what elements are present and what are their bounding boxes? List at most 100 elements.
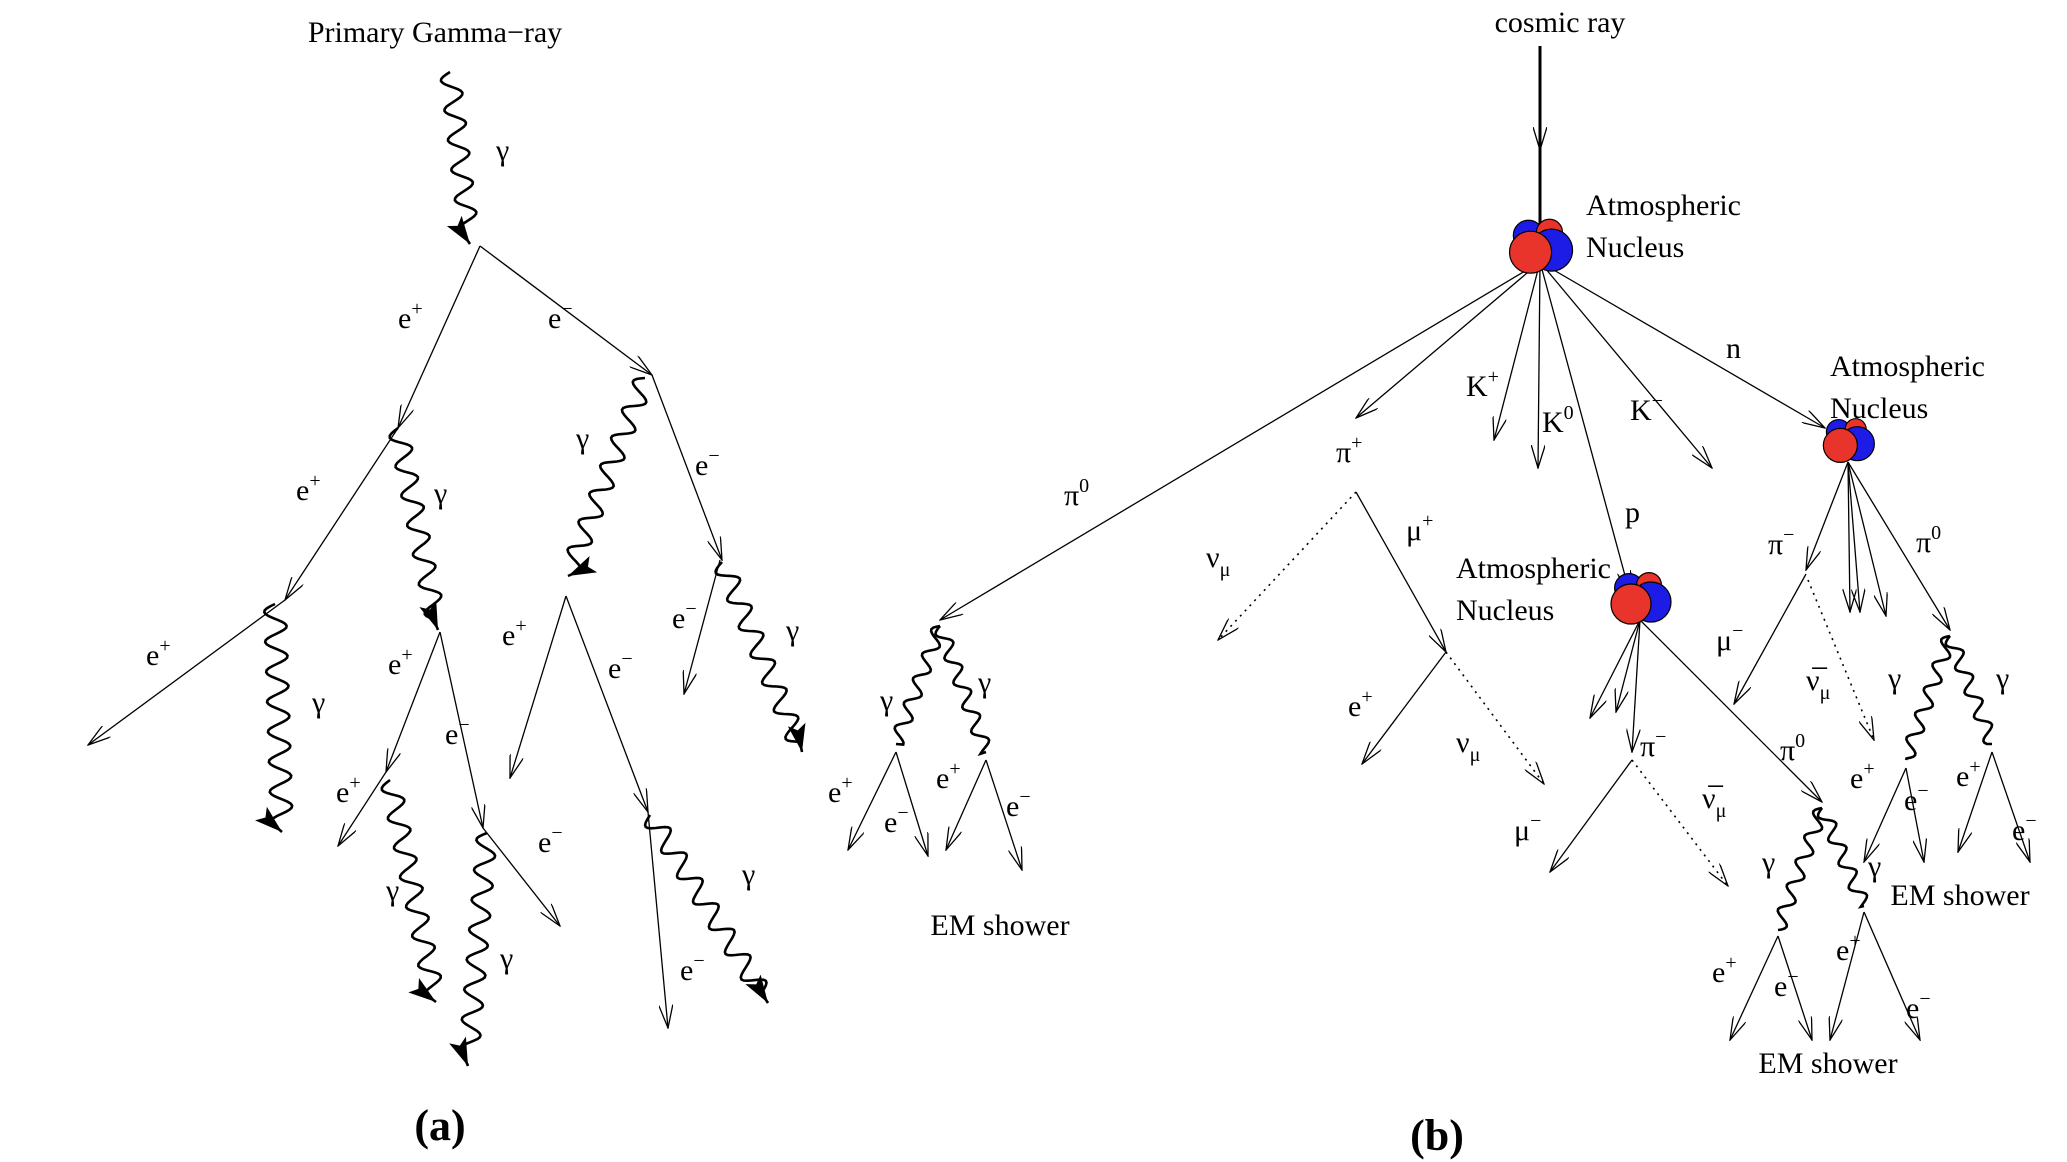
label-pi-minus-2: π− [1640, 726, 1666, 763]
panel-b-cosmic-ray-shower: cosmic ray (b) π0 π+ K+ K0 K− n p νμ μ+ e+ νμ γ γ e+ e… [828, 6, 2037, 1160]
track-e-minus-b2 [985, 759, 1022, 870]
nucleus-label-1: Atmospheric Nucleus [1586, 189, 1741, 264]
label-e-plus-b4: e+ [1836, 930, 1861, 967]
label-gamma-a4: γ [499, 942, 513, 975]
track-k-minus [1539, 261, 1712, 468]
label-e-minus-9: e− [680, 950, 705, 987]
track-e-plus-b1 [848, 751, 897, 850]
track-e-minus-b6 [1991, 751, 2030, 862]
photon-track-a7 [643, 814, 770, 1004]
label-neutron: n [1726, 332, 1741, 365]
track-e-plus-mu [1362, 651, 1447, 764]
label-gamma-b6: γ [1995, 662, 2009, 695]
panel-b-caption: (b) [1410, 1111, 1464, 1160]
label-e-plus-5: e+ [336, 772, 361, 809]
track-nu-mu-1 [1218, 491, 1357, 640]
label-e-minus-5: e− [538, 822, 563, 859]
track-e-plus-b5 [1864, 767, 1907, 862]
track-fragment-4 [1847, 461, 1860, 612]
track-e-plus-b3 [1730, 935, 1779, 1040]
primary-gamma-track [439, 70, 478, 245]
panel-b-photon-tracks [893, 624, 1994, 932]
photon-track-b1 [893, 624, 942, 746]
label-e-plus-2: e+ [296, 470, 321, 507]
label-e-plus-mu: e+ [1348, 686, 1373, 723]
atmospheric-nucleus-1 [1508, 218, 1574, 274]
nucleus-label-2: Atmospheric Nucleus [1456, 552, 1611, 627]
track-pi-zero-3 [1847, 461, 1950, 630]
label-e-plus-b1: e+ [828, 772, 853, 809]
track-e-minus-6 [651, 374, 722, 560]
label-pi-plus: π+ [1336, 432, 1362, 469]
photon-track-a1 [255, 602, 294, 833]
label-e-minus-b2: e− [1006, 786, 1031, 823]
track-e-minus-9 [647, 811, 668, 1028]
panel-a-title: Primary Gamma−ray [308, 16, 562, 49]
photon-track-a4 [449, 831, 497, 1067]
track-e-minus-b5 [1905, 767, 1924, 862]
label-gamma-b4: γ [1867, 850, 1881, 883]
track-nu-mu-2 [1445, 651, 1544, 784]
label-pi-zero-3: π0 [1916, 522, 1941, 559]
track-fragment-1 [1590, 619, 1641, 718]
track-pi-minus-2 [1632, 619, 1641, 752]
label-gamma-a1: γ [311, 686, 325, 719]
label-e-plus-4: e+ [388, 644, 413, 681]
track-mu-minus-2 [1550, 759, 1633, 872]
track-e-plus-b2 [946, 759, 987, 850]
label-anti-nu-mu-2: ν̅μ [1702, 782, 1726, 822]
label-gamma-b5: γ [1887, 662, 1901, 695]
panel-a-lepton-tracks [88, 245, 722, 1028]
label-e-plus-1: e+ [398, 298, 423, 335]
photon-track-a2 [388, 426, 443, 631]
panel-a-caption: (a) [414, 1101, 465, 1150]
photon-track-b3 [1776, 806, 1824, 932]
label-e-minus-b3: e− [1774, 966, 1799, 1003]
track-e-plus-5 [338, 771, 387, 846]
panel-a-photon-tracks [255, 70, 806, 1067]
label-proton: p [1625, 496, 1640, 529]
track-mu-plus [1355, 491, 1446, 652]
track-e-minus-b4 [1863, 911, 1920, 1040]
label-e-minus-b4: e− [1906, 988, 1931, 1025]
em-shower-label-2: EM shower [1758, 1047, 1897, 1080]
label-gamma-b1: γ [879, 684, 893, 717]
label-e-minus-8: e− [672, 598, 697, 635]
label-e-minus-b1: e− [884, 802, 909, 839]
label-e-plus-b2: e+ [936, 758, 961, 795]
label-e-plus-b6: e+ [1956, 756, 1981, 793]
track-fragment-2 [1616, 619, 1641, 712]
photon-track-b6 [1944, 635, 1994, 746]
track-e-plus-b4 [1830, 911, 1865, 1040]
track-anti-nu-mu-3 [1807, 579, 1874, 740]
track-fragment-3 [1848, 461, 1850, 612]
track-k-plus [1494, 261, 1541, 440]
track-e-minus-b1 [895, 751, 928, 856]
label-gamma-primary: γ [495, 134, 509, 167]
em-shower-label-3: EM shower [1890, 879, 2029, 912]
label-k-plus: K+ [1466, 366, 1499, 403]
label-gamma-a2: γ [433, 477, 447, 510]
track-e-plus-1 [398, 245, 481, 428]
photon-track-b4 [1816, 807, 1869, 909]
photon-track-a5 [566, 376, 648, 578]
label-e-plus-b5: e+ [1850, 758, 1875, 795]
label-e-minus-7: e− [608, 648, 633, 685]
label-gamma-b3: γ [1761, 846, 1775, 879]
panel-b-title: cosmic ray [1495, 6, 1626, 39]
label-k-minus: K− [1630, 390, 1663, 427]
label-anti-nu-mu-3: ν̅μ [1806, 664, 1830, 704]
label-gamma-b2: γ [977, 666, 991, 699]
track-pi-zero-1 [940, 261, 1541, 620]
panel-b-particle-tracks [848, 46, 2030, 1040]
track-pi-zero-2 [1639, 619, 1822, 802]
label-gamma-a3: γ [385, 874, 399, 907]
track-e-plus-6 [510, 595, 567, 778]
label-e-minus-6: e− [695, 445, 720, 482]
track-mu-minus-3 [1734, 573, 1807, 704]
label-pi-zero-1: π0 [1064, 475, 1089, 512]
nucleus-label-3: Atmospheric Nucleus [1830, 350, 1985, 425]
label-mu-plus: μ+ [1406, 510, 1433, 547]
label-e-minus-b6: e− [2012, 810, 2037, 847]
